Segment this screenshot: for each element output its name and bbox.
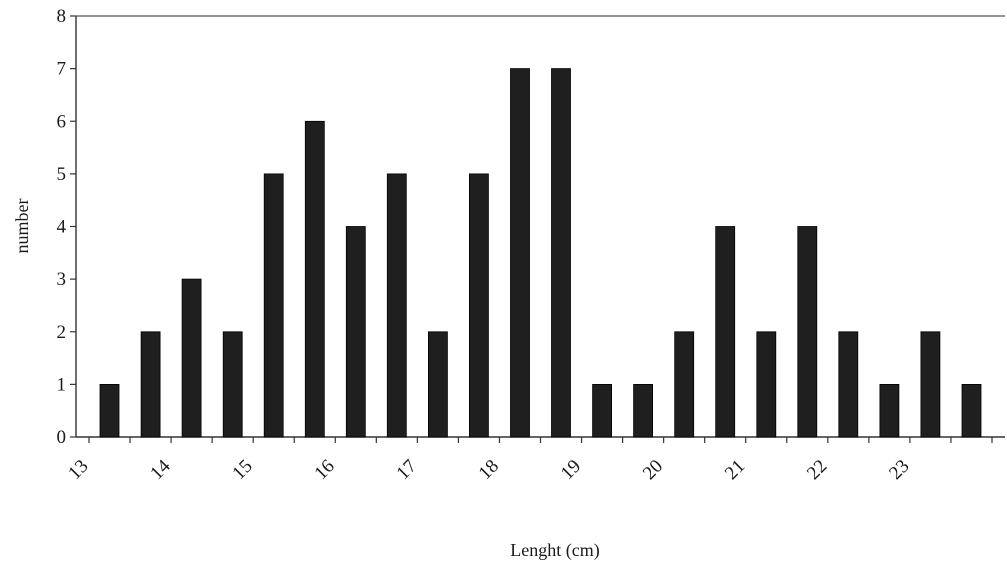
y-tick-label: 7 [57, 59, 67, 80]
bar [263, 173, 284, 438]
bar [961, 383, 982, 438]
x-tick-label: 19 [557, 456, 585, 484]
bar [510, 68, 530, 438]
bar [879, 383, 900, 438]
bar [797, 226, 818, 438]
x-tick-label: 15 [228, 456, 256, 484]
bar [838, 331, 859, 438]
bar [674, 331, 695, 438]
y-tick-label: 6 [57, 111, 67, 132]
bar [222, 331, 243, 438]
x-tick-label: 18 [475, 456, 503, 484]
bar [715, 226, 736, 438]
bar [304, 120, 325, 438]
x-tick-label: 17 [393, 456, 421, 484]
plot-area [75, 15, 1005, 438]
y-tick-label: 4 [57, 217, 67, 238]
bar [181, 278, 202, 438]
x-tick-label: 14 [146, 455, 175, 484]
bar [140, 331, 161, 438]
bar [99, 383, 120, 438]
y-axis-ticks: 0 1 2 3 4 5 6 7 8 [57, 6, 76, 448]
bar [427, 331, 448, 438]
x-tick-label: 21 [721, 456, 749, 484]
bar [468, 173, 489, 438]
bar [633, 383, 653, 438]
x-tick-label: 16 [311, 456, 339, 484]
x-tick-label: 23 [885, 456, 913, 484]
x-tick-label: 13 [64, 456, 92, 484]
bar [592, 383, 612, 438]
y-tick-label: 3 [57, 269, 67, 290]
bars-group [99, 68, 982, 438]
y-tick-label: 5 [57, 164, 67, 185]
bar [756, 331, 777, 438]
y-tick-label: 2 [57, 322, 67, 343]
y-axis-title: number [12, 199, 32, 254]
x-tick-label: 20 [639, 456, 667, 484]
bar [386, 173, 407, 438]
y-tick-label: 0 [57, 427, 67, 448]
x-tick-label: 22 [803, 456, 831, 484]
y-tick-label: 8 [57, 6, 67, 27]
bar [551, 68, 571, 438]
bar [345, 226, 366, 438]
x-axis-title: Lenght (cm) [510, 540, 599, 561]
y-tick-label: 1 [57, 374, 67, 395]
bar [920, 331, 941, 438]
x-axis-ticks: 13 14 15 16 17 18 19 20 21 22 23 [64, 437, 993, 484]
